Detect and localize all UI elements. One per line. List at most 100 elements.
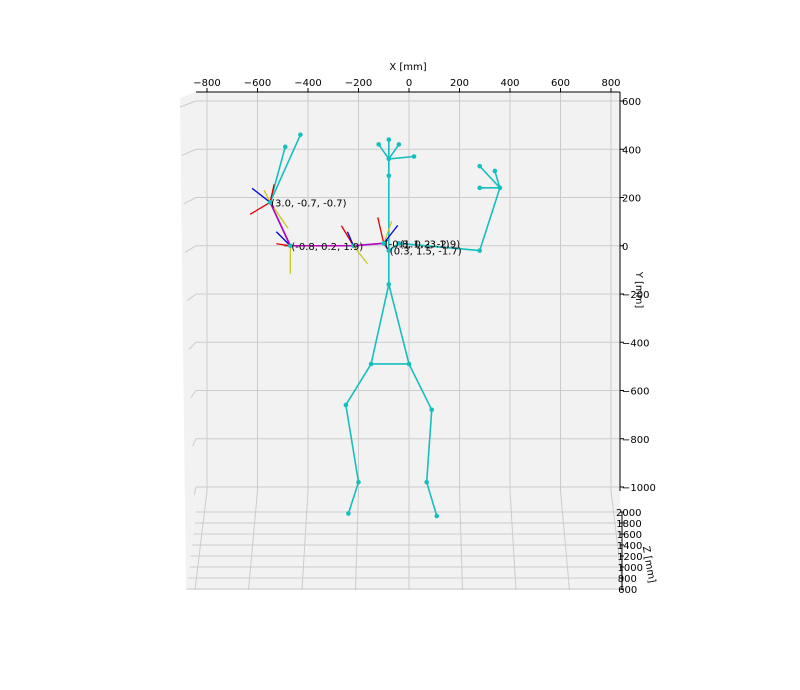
y-tick-label: −600 [622, 387, 649, 398]
joint-spine [386, 282, 392, 287]
grid-side-line [188, 341, 197, 350]
joint-head_c [396, 142, 402, 147]
joint-head [386, 156, 392, 162]
frame-axis-r_shoulder [383, 221, 393, 244]
y-axis-label: Y [mm] [633, 271, 644, 309]
x-axis-label: X [mm] [389, 62, 426, 73]
grid-side-line [186, 293, 197, 302]
bone-l_wrist-l_hand_a [479, 165, 501, 189]
frame-axis-r_wrist [251, 187, 271, 203]
z-tick-label: 1600 [617, 530, 642, 541]
x-tick-label: 0 [406, 78, 412, 89]
y-tick-label: 400 [622, 145, 641, 156]
joint-r_hand_a [282, 144, 288, 150]
joint-r_clavicle [351, 243, 356, 249]
grid-floor-line [509, 490, 517, 591]
annotation-pelvis: (0.3, 1.5, -1.7) [390, 247, 462, 258]
frame-axis-r_wrist [249, 201, 271, 215]
back-pane [196, 92, 620, 491]
bone-l_knee-l_ankle [425, 409, 433, 483]
grid-side-line [190, 390, 197, 398]
joint-l_hand_c [477, 185, 483, 191]
z-tick-label: 1200 [617, 552, 642, 563]
chain-link [269, 201, 292, 247]
grid-floor-line [248, 490, 258, 591]
joint-head_b [386, 137, 392, 142]
z-tick-label: 2000 [616, 508, 641, 519]
x-tick-label: −400 [294, 78, 321, 89]
grid-side-line [192, 438, 197, 447]
x-tick-label: −800 [193, 78, 220, 89]
z-tick-label: 800 [618, 574, 637, 585]
x-axis-ticks: −800 −600 −400 −200 0 200 400 600 800 [193, 78, 621, 92]
joint-r_shoulder [381, 241, 387, 246]
annotation-r_shoulder: (-0.8, 0.2, -2.9) [385, 239, 461, 250]
grid-floor-line [459, 490, 463, 591]
joint-l_hand_b [492, 168, 498, 174]
y-axis-ticks: 600 400 200 0 −200 −400 −600 −800 −1000 [620, 97, 656, 494]
bone-head-head_c [388, 143, 400, 160]
frame-axis-r_shoulder [377, 217, 385, 244]
grid-floor-line [560, 490, 570, 591]
x-tick-label: −600 [244, 78, 271, 89]
y-tick-label: −200 [622, 290, 649, 301]
joint-r_foot [346, 511, 351, 516]
joint-head_a [376, 142, 382, 147]
annotation-l_shoulder: (1.1, -3.1) [400, 239, 450, 250]
grid-lines [179, 92, 624, 591]
frame-axis-r_elbow [275, 231, 291, 247]
joint-l_ankle [424, 479, 429, 485]
axis-lines [196, 91, 623, 590]
bone-head-head_a [378, 143, 390, 160]
frame-axis-r_shoulder [383, 224, 399, 244]
x-tick-label: 600 [551, 78, 570, 89]
y-tick-label: 0 [622, 242, 628, 253]
grid-side-line [181, 148, 197, 156]
bone-l_elbow-l_wrist [478, 187, 501, 251]
joint-l_hip [406, 361, 412, 367]
joint-frames [249, 184, 399, 274]
grid-floor-line [610, 490, 624, 591]
bone-r_hip-r_knee [345, 363, 372, 406]
y-tick-label: 600 [622, 97, 641, 108]
bone-l_ankle-l_foot [425, 481, 438, 517]
annotation-r_elbow: (-0.8, 0.2, 1.9) [291, 242, 363, 253]
bone-head-head_d [388, 155, 415, 160]
joint-l_hand_a [477, 163, 483, 169]
floor-pane [186, 491, 622, 590]
joint-pelvis [386, 248, 392, 253]
joint-head_d [411, 154, 417, 159]
annotation-r_wrist: (3.0, -0.7, -0.7) [271, 198, 347, 209]
joint-neck [386, 173, 392, 179]
axis-panes [180, 92, 622, 590]
bone-l_shoulder-l_elbow [398, 242, 480, 252]
bone-r_knee-r_ankle [345, 404, 360, 483]
y-tick-label: 200 [622, 194, 641, 205]
frame-axis-r_wrist [269, 184, 275, 203]
z-tick-label: 1000 [618, 563, 643, 574]
z-tick-label: 1400 [617, 541, 642, 552]
grid-floor-line [194, 490, 208, 591]
joint-l_foot [434, 513, 440, 519]
joint-l_elbow [477, 248, 483, 253]
joint-r_knee [343, 402, 349, 408]
x-tick-label: 800 [601, 78, 620, 89]
y-tick-label: −400 [622, 338, 649, 349]
grid-side-line [183, 197, 197, 205]
kinematic-chain [269, 201, 390, 252]
x-tick-label: 200 [450, 78, 469, 89]
bone-r_ankle-r_foot [347, 481, 360, 514]
frame-axis-r_wrist [269, 201, 289, 229]
x-tick-label: −200 [345, 78, 372, 89]
bone-l_hip-l_knee [408, 363, 433, 411]
grid-side-line [185, 245, 197, 253]
joint-r_hip [368, 361, 374, 367]
grid-floor-line [301, 490, 309, 591]
chain-link [353, 242, 384, 247]
grid-side-line [179, 100, 197, 108]
joint-r_elbow [288, 243, 293, 249]
y-tick-label: −800 [622, 435, 649, 446]
joint-r_wrist [267, 200, 273, 205]
